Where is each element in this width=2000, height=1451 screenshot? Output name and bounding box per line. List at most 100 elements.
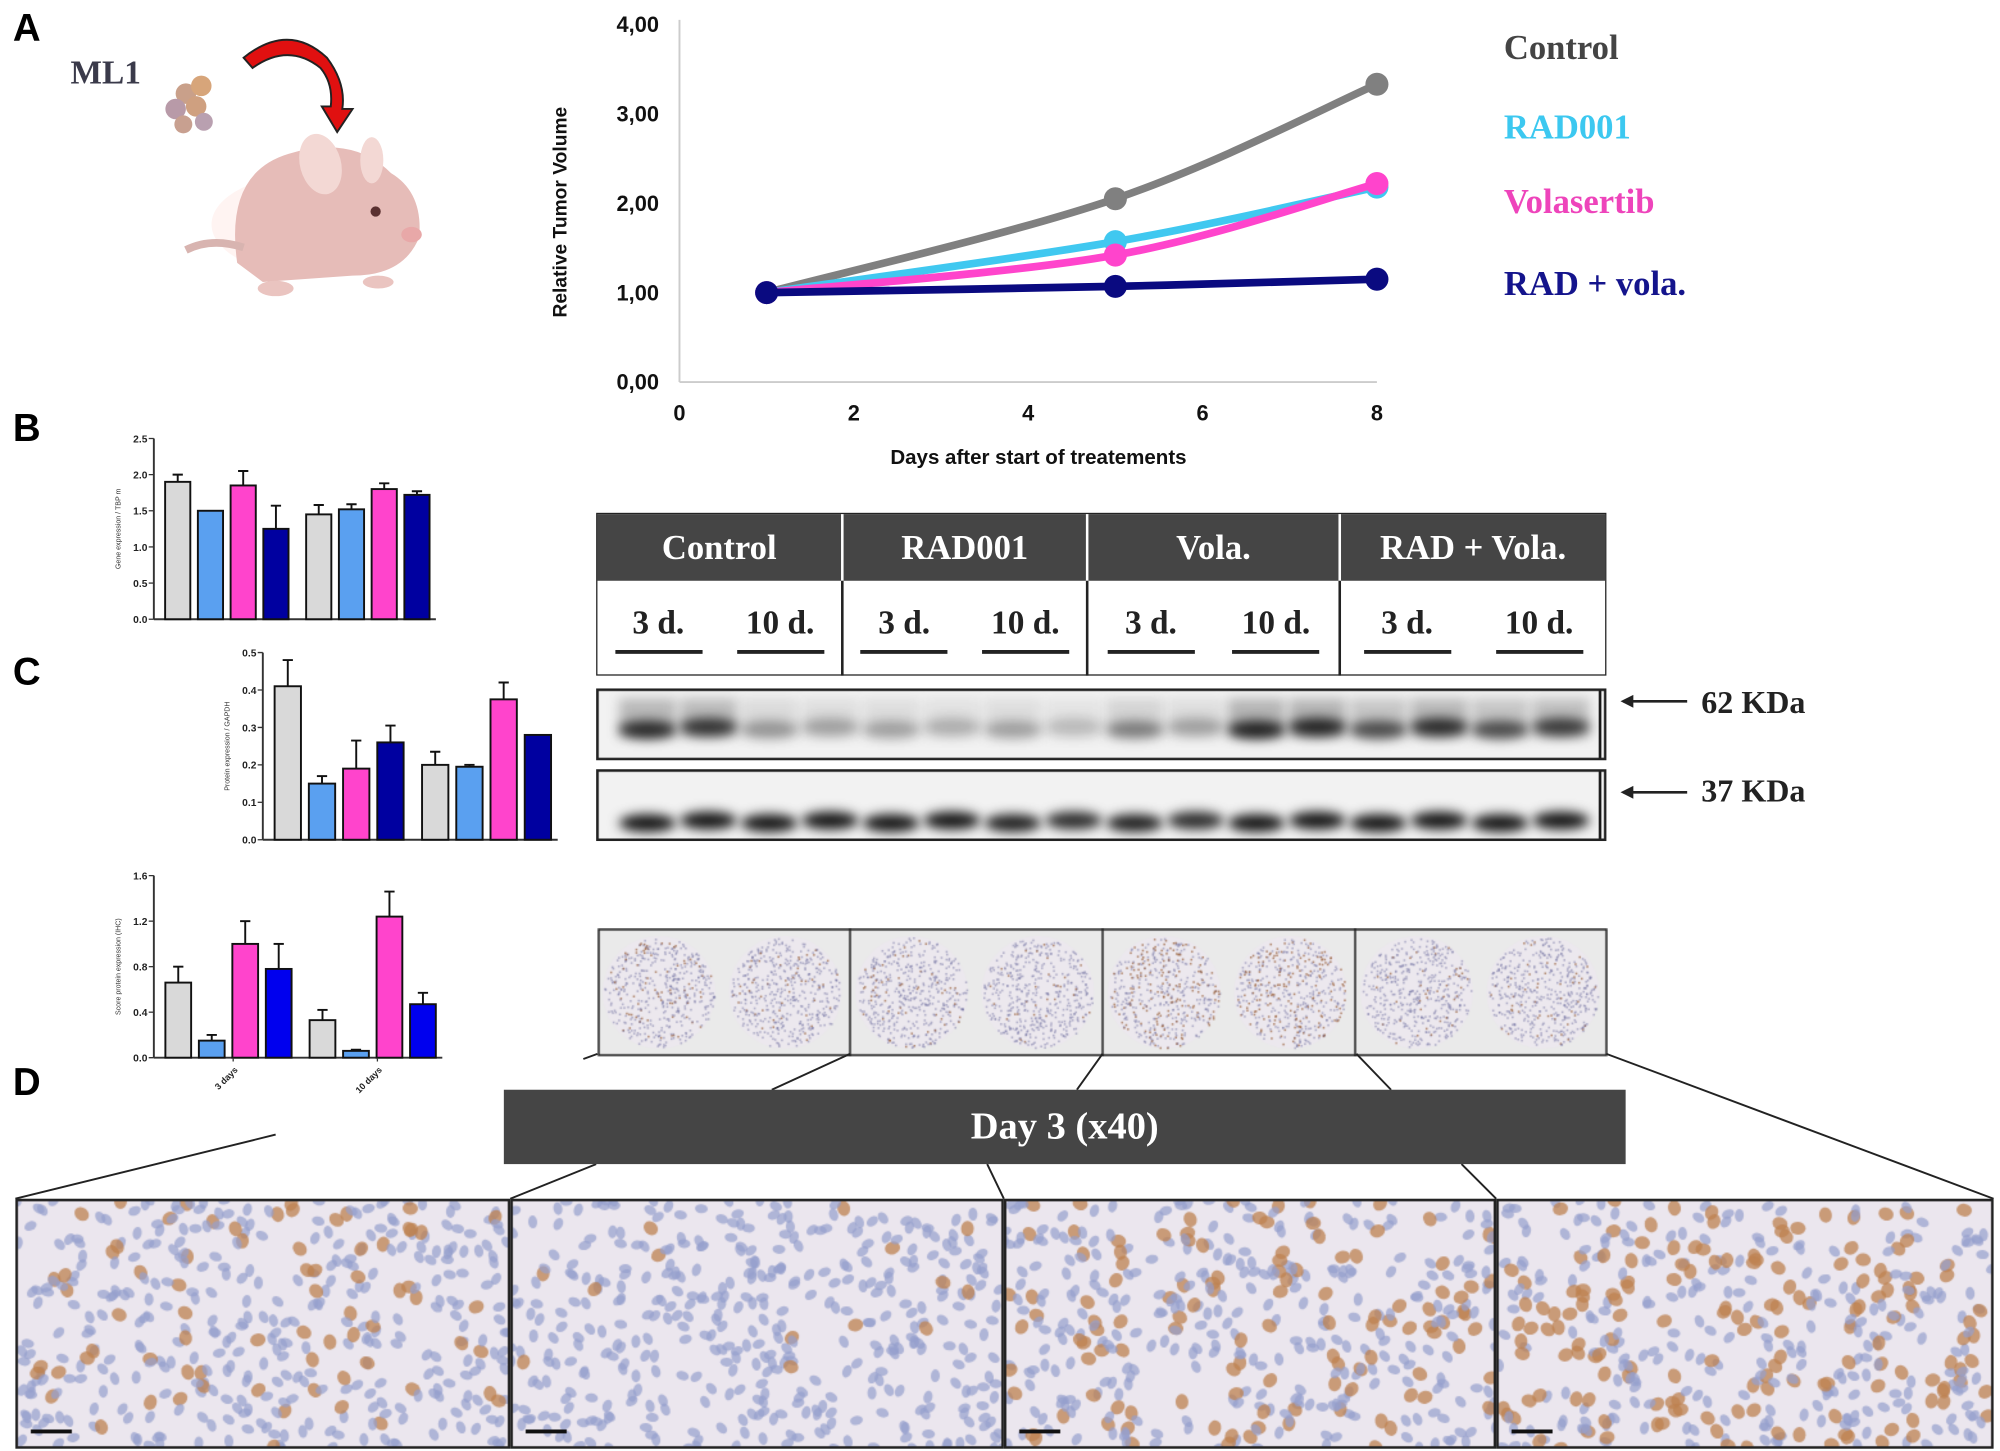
tumor-volume-line-chart: 0,00 1,00 2,00 3,00 4,00 0 2 4 6 8 Days after star… — [551, 12, 1389, 469]
bar — [308, 1019, 337, 1059]
bar — [273, 685, 302, 841]
x-tick-label: 4 — [1022, 401, 1034, 426]
y-tick-label: 0.4 — [133, 1008, 148, 1019]
wb-group-rad001: RAD001 — [843, 514, 1089, 581]
bar — [523, 733, 553, 841]
y-axis-title: Gene expression / TBP m — [116, 489, 123, 570]
y-tick-label: 0.8 — [133, 963, 148, 974]
data-point — [1365, 171, 1389, 196]
y-axis-title: Protein expression / GAPDH — [224, 701, 231, 790]
marker-62kda: 62 KDa — [1701, 685, 1806, 721]
wb-group-vola: Vola. — [1088, 514, 1342, 581]
y-tick-label: 0.0 — [133, 1054, 148, 1065]
y-tick-label: 1,00 — [617, 280, 659, 305]
timepoint-3d: 3 d. — [1125, 603, 1177, 641]
wb-timepoints-rad-vola: 3 d. 10 d. — [1341, 581, 1605, 676]
wb-group-control: Control — [597, 514, 844, 581]
y-tick-label: 4,00 — [617, 12, 659, 37]
cell-line-label: ML1 — [70, 53, 141, 92]
bar — [376, 741, 405, 841]
bar — [342, 1049, 370, 1059]
bar — [455, 765, 484, 841]
arrow-left-icon — [1620, 785, 1688, 799]
western-blot-header-table: Control RAD001 Vola. RAD + Vola. 3 d. 10… — [596, 512, 1607, 676]
bar — [409, 1003, 437, 1059]
y-tick-label: 1.2 — [133, 917, 148, 928]
panel-label-c: C — [12, 651, 41, 694]
bar — [197, 1039, 226, 1059]
arrow-icons — [1620, 694, 1688, 799]
bar — [421, 763, 450, 841]
panel-label-a: A — [12, 7, 41, 50]
bar — [262, 527, 290, 621]
y-tick-label: 0.0 — [133, 615, 148, 626]
y-tick-label: 0.4 — [242, 686, 257, 697]
timepoint-10d: 10 d. — [1504, 603, 1574, 641]
x-axis-title: Days after start of treatements — [890, 446, 1186, 469]
protein-expression-bar-chart: 0.0 0.1 0.2 0.3 0.4 0.5 Protein expression / G… — [224, 648, 558, 847]
micrograph-rad-vola — [1496, 1198, 1994, 1449]
bar — [231, 942, 260, 1059]
day3-banner: Day 3 (x40) — [503, 1089, 1626, 1165]
western-blot-37kda — [596, 769, 1607, 842]
x-tick-label: 2 — [848, 401, 860, 426]
data-point — [1365, 72, 1389, 96]
bar — [375, 915, 404, 1059]
tissue-microarray-strip — [597, 928, 1608, 1057]
y-tick-label: 3,00 — [617, 101, 659, 126]
y-tick-label: 1.0 — [133, 543, 148, 554]
bar — [489, 698, 518, 841]
panel-label-b: B — [12, 407, 41, 450]
y-tick-label: 1.5 — [133, 507, 148, 518]
y-tick-label: 0.5 — [133, 579, 148, 590]
y-tick-label: 2.0 — [133, 470, 148, 481]
y-tick-label: 0,00 — [617, 370, 659, 395]
bar — [164, 981, 193, 1059]
wb-timepoints-control: 3 d. 10 d. — [597, 580, 844, 676]
y-tick-label: 0.3 — [242, 723, 257, 734]
y-tick-label: 1.6 — [133, 871, 148, 882]
y-axis-title: Score protein expression (IHC) — [116, 918, 123, 1015]
data-point — [1103, 187, 1127, 211]
micrograph-rad001 — [510, 1198, 1004, 1449]
legend-rad-vola: RAD + vola. — [1503, 264, 1687, 303]
wb-timepoints-vola: 3 d. 10 d. — [1088, 580, 1342, 676]
bar — [403, 493, 431, 621]
x-tick-label: 0 — [673, 401, 685, 426]
bar — [370, 488, 398, 621]
bar — [164, 480, 192, 621]
y-tick-label: 2,00 — [617, 191, 659, 216]
cell-cluster-icon — [165, 75, 213, 134]
panel-label-d: D — [12, 1061, 41, 1104]
timepoint-10d: 10 d. — [745, 603, 815, 641]
timepoint-3d: 3 d. — [632, 603, 685, 641]
y-tick-label: 0.2 — [242, 761, 257, 772]
y-axis-title: Relative Tumor Volume — [551, 106, 572, 317]
legend-control: Control — [1503, 28, 1619, 67]
data-point — [755, 281, 779, 305]
western-blot-62kda — [596, 688, 1607, 761]
arrow-left-icon — [1620, 694, 1688, 708]
injection-arrow-icon — [242, 38, 355, 134]
bar — [229, 484, 257, 621]
micrograph-control — [15, 1198, 511, 1449]
ihc-score-bar-chart: 0.0 0.4 0.8 1.2 1.6 Score protein expression … — [116, 871, 443, 1095]
y-tick-label: 0.5 — [242, 648, 257, 659]
bar — [264, 967, 293, 1059]
bar — [305, 513, 333, 621]
bar — [307, 782, 337, 841]
data-point — [1365, 267, 1389, 291]
wb-group-rad-vola: RAD + Vola. — [1341, 514, 1606, 581]
marker-37kda: 37 KDa — [1701, 774, 1806, 809]
y-tick-label: 0.0 — [242, 836, 257, 847]
gene-expression-bar-chart: 0.0 0.5 1.0 1.5 2.0 2.5 Gene expression / TBP … — [116, 434, 436, 626]
y-tick-label: 0.1 — [242, 798, 257, 809]
timepoint-3d: 3 d. — [1381, 603, 1433, 641]
data-point — [1103, 274, 1127, 298]
bar — [342, 767, 371, 841]
y-tick-label: 2.5 — [133, 434, 148, 445]
x-tick-label: 6 — [1197, 401, 1209, 426]
bar — [337, 508, 366, 621]
